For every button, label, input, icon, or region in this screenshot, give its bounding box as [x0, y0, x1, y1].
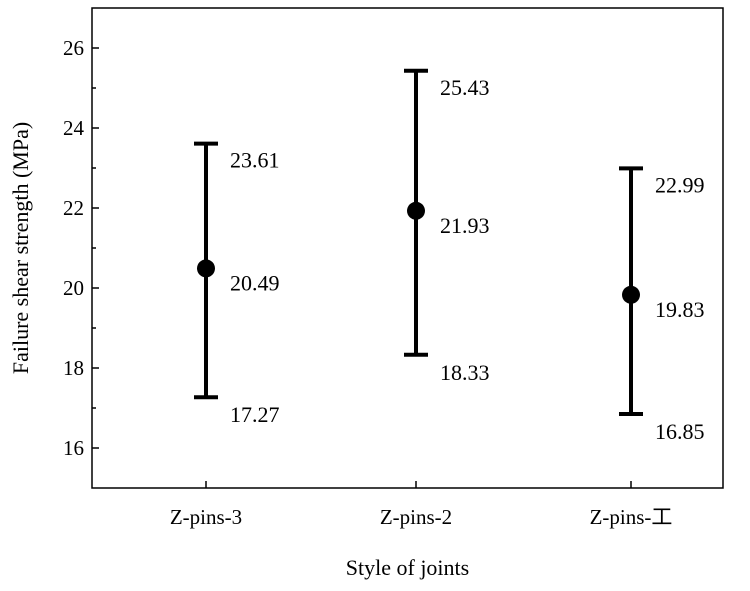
- y-tick-label: 16: [63, 436, 84, 460]
- data-label-mean: 19.83: [655, 297, 705, 322]
- error-bar-group: 23.61 20.49 17.27: [194, 141, 280, 427]
- x-axis-title: Style of joints: [346, 555, 469, 580]
- error-bar-group: 25.43 21.93 18.33: [404, 68, 490, 385]
- error-bar-group: 22.99 19.83 16.85: [619, 166, 705, 444]
- y-ticks: 16 18 20 22 24 26: [63, 36, 99, 460]
- y-tick-label: 24: [63, 116, 85, 140]
- x-tick-label: Z-pins-3: [170, 505, 242, 529]
- x-ticks: Z-pins-3 Z-pins-2 Z-pins-工: [170, 481, 673, 529]
- data-label-min: 16.85: [655, 419, 705, 444]
- data-label-min: 18.33: [440, 360, 490, 385]
- data-label-min: 17.27: [230, 402, 280, 427]
- data-label-mean: 20.49: [230, 270, 280, 295]
- y-tick-label: 18: [63, 356, 84, 380]
- mean-point: [407, 201, 425, 220]
- y-axis-title: Failure shear strength (MPa): [8, 122, 33, 374]
- data-label-max: 22.99: [655, 172, 705, 197]
- y-tick-label: 20: [63, 276, 84, 300]
- x-tick-label: Z-pins-工: [590, 505, 673, 529]
- data-label-mean: 21.93: [440, 213, 490, 238]
- y-tick-label: 26: [63, 36, 84, 60]
- data-label-max: 23.61: [230, 148, 280, 173]
- x-tick-label: Z-pins-2: [380, 505, 452, 529]
- y-tick-label: 22: [63, 196, 84, 220]
- mean-point: [197, 259, 215, 278]
- data-marks: 23.61 20.49 17.27 25.43 21.93 18.33 22.99 19.83…: [194, 68, 705, 444]
- data-label-max: 25.43: [440, 75, 490, 100]
- mean-point: [622, 285, 640, 304]
